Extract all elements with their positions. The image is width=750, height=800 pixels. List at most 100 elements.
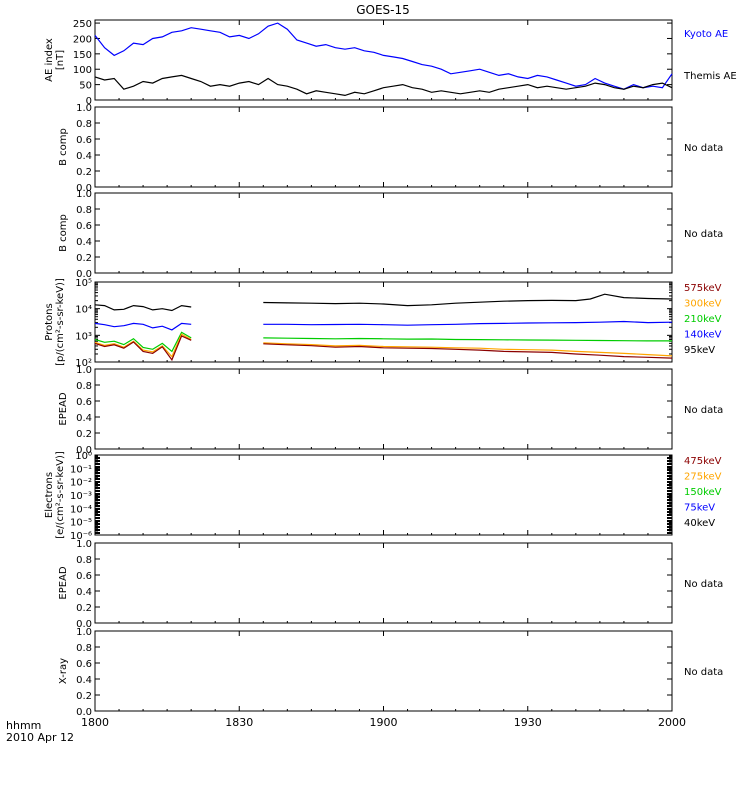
ytick-label-epead2-0: 0.0 — [76, 619, 92, 630]
xtick-label-0: 1800 — [81, 716, 109, 729]
ytick-label-ae-2: 100 — [73, 65, 92, 76]
ytick-label-b2-3: 0.6 — [76, 221, 92, 232]
panel-frame-xray — [94, 630, 673, 712]
panel-electrons: 10⁻⁶ 10⁻⁵ 10⁻⁴ 10⁻³ 10⁻² 10⁻¹ 10⁰ Electrons [e/(… — [44, 451, 722, 542]
chart-title: GOES-15 — [356, 3, 410, 17]
ylabel-b1-0: B comp — [58, 128, 69, 166]
legend-protons-1: 300keV — [684, 299, 722, 310]
ytick-label-epead2-1: 0.2 — [76, 603, 92, 614]
ylabel-electrons-0: Electrons — [44, 472, 55, 518]
ytick-label-b1-4: 0.8 — [76, 119, 92, 130]
ytick-label-electrons-6: 10⁰ — [75, 451, 92, 462]
panel-frame-epead2 — [94, 542, 673, 624]
ytick-label-epead1-0: 0.0 — [76, 445, 92, 456]
ytick-label-b2-4: 0.8 — [76, 205, 92, 216]
series-protons-140kev-seg1 — [263, 320, 673, 326]
panel-frame-electrons — [94, 454, 673, 536]
ytick-label-b1-0: 0.0 — [76, 183, 92, 194]
series-protons-210kev-seg1 — [263, 337, 672, 342]
ytick-label-electrons-1: 10⁻⁵ — [70, 518, 92, 529]
no-data-epead2: No data — [684, 579, 723, 590]
panel-b2: 0.0 0.2 0.4 0.6 0.8 1.0 B comp No data — [58, 189, 723, 280]
ytick-label-epead2-4: 0.8 — [76, 555, 92, 566]
series-protons-575kev-seg1 — [263, 343, 673, 359]
ytick-label-b2-5: 1.0 — [76, 189, 92, 200]
ylabel-xray-0: X-ray — [58, 658, 69, 684]
ylabel-epead2-0: EPEAD — [58, 566, 69, 600]
time-unit-label: hhmm — [6, 719, 41, 732]
ytick-label-epead1-3: 0.6 — [76, 397, 92, 408]
xtick-label-4: 2000 — [658, 716, 686, 729]
series-protons-95kev-seg0 — [94, 304, 192, 312]
series-ae-kyoto-ae-seg0 — [94, 22, 673, 90]
ylabel-electrons-1: [e/(cm²-s-sr-keV)] — [55, 451, 66, 539]
panel-xray: 0.0 0.2 0.4 0.6 0.8 1.0 X-ray No data — [58, 627, 723, 718]
series-protons-300kev-seg1 — [263, 342, 673, 357]
ytick-label-protons-0: 10² — [75, 358, 92, 369]
date-label: 2010 Apr 12 — [6, 731, 74, 744]
ytick-label-epead1-2: 0.4 — [76, 413, 92, 424]
ytick-label-protons-3: 10⁵ — [75, 278, 92, 289]
ytick-label-b2-1: 0.2 — [76, 253, 92, 264]
ytick-label-b2-0: 0.0 — [76, 269, 92, 280]
ytick-label-protons-1: 10³ — [75, 331, 92, 342]
legend-ae-0: Kyoto AE — [684, 29, 728, 40]
legend-electrons-3: 75keV — [684, 503, 715, 514]
ytick-label-b2-2: 0.4 — [76, 237, 92, 248]
xtick-label-2: 1900 — [370, 716, 398, 729]
legend-electrons-0: 475keV — [684, 456, 722, 467]
ytick-label-epead2-3: 0.6 — [76, 571, 92, 582]
ylabel-protons-0: Protons — [44, 303, 55, 340]
legend-protons-0: 575keV — [684, 283, 722, 294]
no-data-b1: No data — [684, 143, 723, 154]
no-data-b2: No data — [684, 229, 723, 240]
panel-ae: 0 50 100 150 200 250 AE index [nT] Kyoto AE Themi… — [44, 19, 737, 107]
ytick-label-xray-3: 0.6 — [76, 659, 92, 670]
legend-ae-1: Themis AE — [683, 71, 737, 82]
series-protons-210kev-seg0 — [94, 331, 192, 353]
ytick-label-b1-1: 0.2 — [76, 167, 92, 178]
ytick-label-epead2-5: 1.0 — [76, 539, 92, 550]
ytick-label-epead1-1: 0.2 — [76, 429, 92, 440]
xtick-label-1: 1830 — [225, 716, 253, 729]
ytick-label-electrons-2: 10⁻⁴ — [70, 504, 92, 515]
legend-electrons-2: 150keV — [684, 487, 722, 498]
series-protons-300kev-seg0 — [94, 333, 192, 358]
xtick-label-3: 1930 — [514, 716, 542, 729]
ytick-label-ae-4: 200 — [73, 34, 92, 45]
ytick-label-xray-0: 0.0 — [76, 707, 92, 718]
panels: 0 50 100 150 200 250 AE index [nT] Kyoto AE Themi… — [44, 19, 737, 729]
legend-protons-2: 210keV — [684, 314, 722, 325]
ytick-label-epead1-4: 0.8 — [76, 381, 92, 392]
panel-b1: 0.0 0.2 0.4 0.6 0.8 1.0 B comp No data — [58, 103, 723, 194]
panel-frame-b2 — [94, 192, 673, 274]
ytick-label-ae-0: 0 — [86, 96, 92, 107]
panel-frame-epead1 — [94, 368, 673, 450]
ytick-label-electrons-0: 10⁻⁶ — [70, 531, 92, 542]
ytick-label-b1-2: 0.4 — [76, 151, 92, 162]
ylabel-ae-0: AE index — [44, 38, 55, 82]
ylabel-protons-1: [p/(cm²-s-sr-keV)] — [55, 278, 66, 366]
no-data-xray: No data — [684, 667, 723, 678]
panel-frame-b1 — [94, 106, 673, 188]
ytick-label-xray-4: 0.8 — [76, 643, 92, 654]
legend-protons-3: 140keV — [684, 330, 722, 341]
ytick-label-b1-5: 1.0 — [76, 103, 92, 114]
ytick-label-electrons-5: 10⁻¹ — [70, 464, 92, 475]
ytick-label-xray-5: 1.0 — [76, 627, 92, 638]
ytick-label-xray-1: 0.2 — [76, 691, 92, 702]
legend-protons-4: 95keV — [684, 345, 715, 356]
ytick-label-electrons-4: 10⁻² — [70, 478, 92, 489]
series-protons-95kev-seg1 — [263, 293, 673, 307]
ytick-label-ae-5: 250 — [73, 19, 92, 30]
series-protons-575kev-seg0 — [94, 335, 192, 362]
ytick-label-protons-2: 10⁴ — [75, 305, 92, 316]
no-data-epead1: No data — [684, 405, 723, 416]
ylabel-epead1-0: EPEAD — [58, 392, 69, 426]
ytick-label-b1-3: 0.6 — [76, 135, 92, 146]
ylabel-b2-0: B comp — [58, 214, 69, 252]
ytick-label-epead1-5: 1.0 — [76, 365, 92, 376]
ytick-label-ae-3: 150 — [73, 50, 92, 61]
legend-electrons-4: 40keV — [684, 518, 715, 529]
